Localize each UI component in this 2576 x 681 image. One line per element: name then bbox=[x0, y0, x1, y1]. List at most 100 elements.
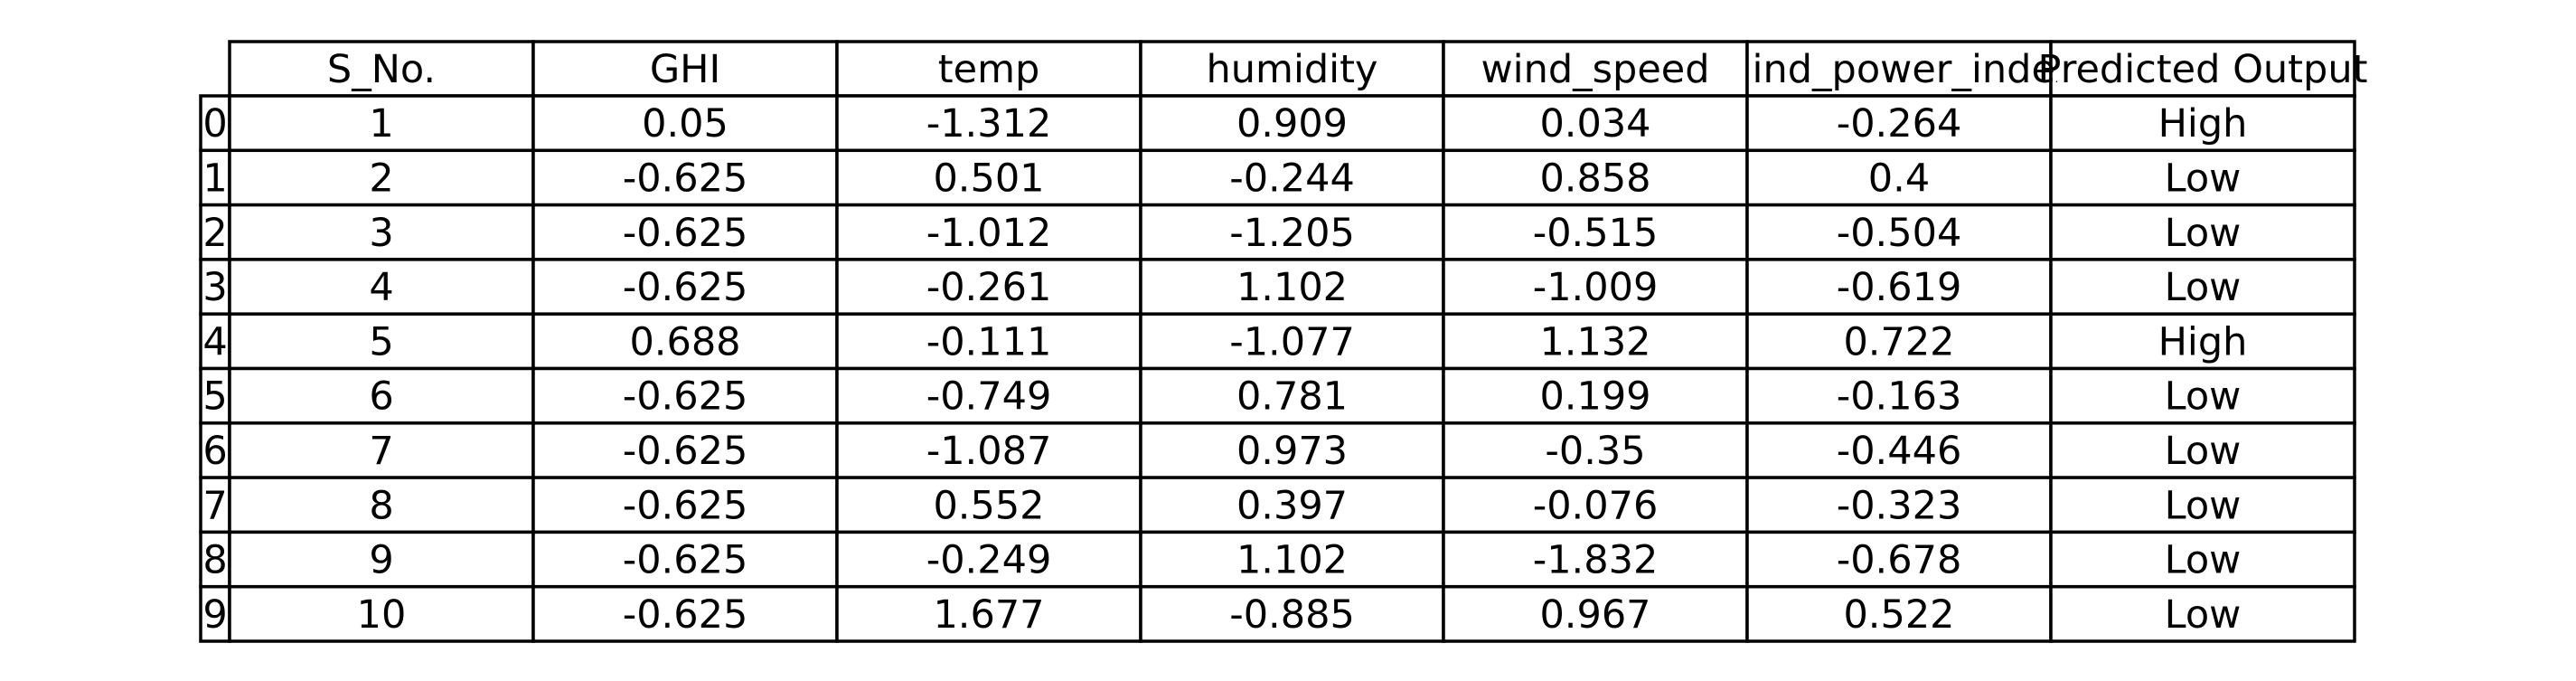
row-index-label: 7 bbox=[202, 483, 227, 528]
cell-value: 0.858 bbox=[1539, 156, 1650, 201]
table-cell bbox=[1745, 530, 2053, 589]
cell-value: Low bbox=[2165, 483, 2242, 528]
cell-value: -0.885 bbox=[1229, 592, 1355, 638]
table-cell bbox=[531, 366, 839, 425]
table-cell bbox=[2049, 203, 2356, 261]
cell-value: -0.515 bbox=[1533, 211, 1659, 256]
cell-value: -0.111 bbox=[926, 319, 1052, 364]
cell-value: 0.397 bbox=[1236, 483, 1348, 528]
table-cell bbox=[835, 421, 1142, 479]
cell-value: 0.688 bbox=[629, 319, 740, 364]
cell-value: -0.625 bbox=[623, 429, 748, 474]
table-cell bbox=[1442, 258, 1749, 316]
cell-value: -0.261 bbox=[926, 265, 1052, 310]
cell-value: -0.35 bbox=[1545, 429, 1645, 474]
cell-value: 0.4 bbox=[1868, 156, 1930, 201]
cell-value: -1.205 bbox=[1229, 211, 1355, 256]
cell-value: Low bbox=[2165, 374, 2242, 420]
row-index-cell bbox=[199, 366, 231, 425]
cell-value: 2 bbox=[369, 156, 393, 201]
row-index-label: 6 bbox=[202, 429, 227, 474]
cell-value: 4 bbox=[369, 265, 393, 310]
table-cell bbox=[1139, 476, 1445, 534]
table-cell bbox=[531, 312, 839, 371]
table-cell bbox=[1442, 148, 1749, 207]
table-cell bbox=[1745, 366, 2053, 425]
cell-value: -1.312 bbox=[926, 101, 1052, 147]
cell-value: -0.076 bbox=[1533, 483, 1659, 528]
table-cell bbox=[1442, 476, 1749, 534]
table-cell bbox=[835, 476, 1142, 534]
cell-value: 7 bbox=[369, 429, 393, 474]
cell-value: 8 bbox=[369, 483, 393, 528]
cell-value: -0.678 bbox=[1837, 538, 1962, 583]
cell-value: 5 bbox=[369, 319, 393, 364]
header-cell bbox=[1745, 40, 2053, 98]
cell-value: Low bbox=[2165, 211, 2242, 256]
cell-value: 1.102 bbox=[1236, 538, 1348, 583]
cell-value: Low bbox=[2165, 265, 2242, 310]
cell-value: -0.619 bbox=[1837, 265, 1962, 310]
table-cell bbox=[1442, 584, 1749, 643]
table-cell bbox=[1745, 94, 2053, 153]
row-index-label: 1 bbox=[202, 156, 227, 201]
table-cell bbox=[1139, 148, 1445, 207]
cell-value: -1.087 bbox=[926, 429, 1052, 474]
cell-value: -1.012 bbox=[926, 211, 1052, 256]
table-cell bbox=[531, 476, 839, 534]
table-cell bbox=[835, 148, 1142, 207]
cell-value: -0.446 bbox=[1837, 429, 1962, 474]
cell-value: -1.009 bbox=[1533, 265, 1659, 310]
table-cell bbox=[1745, 312, 2053, 371]
table-cell bbox=[228, 584, 535, 643]
cell-value: 0.522 bbox=[1843, 592, 1954, 638]
column-header: GHI bbox=[650, 47, 720, 92]
cell-value: 0.967 bbox=[1539, 592, 1650, 638]
cell-value: -0.163 bbox=[1837, 374, 1962, 420]
table-cell bbox=[1745, 148, 2053, 207]
cell-value: -0.625 bbox=[623, 156, 748, 201]
row-index-label: 8 bbox=[202, 538, 227, 583]
row-index-label: 0 bbox=[202, 101, 227, 147]
cell-value: -1.832 bbox=[1533, 538, 1659, 583]
cell-value: -0.249 bbox=[926, 538, 1052, 583]
table-cell bbox=[1442, 421, 1749, 479]
cell-value: -0.625 bbox=[623, 538, 748, 583]
row-index-label: 5 bbox=[202, 374, 227, 420]
cell-value: 6 bbox=[369, 374, 393, 420]
cell-value: 0.199 bbox=[1539, 374, 1650, 420]
table-cell bbox=[531, 94, 839, 153]
column-header: temp bbox=[938, 47, 1040, 92]
table-cell bbox=[1139, 258, 1445, 316]
cell-value: 1.677 bbox=[933, 592, 1044, 638]
header-cell bbox=[228, 40, 535, 98]
cell-value: Low bbox=[2165, 156, 2242, 201]
column-header: wind_power_index bbox=[1720, 47, 2077, 92]
table-cell bbox=[228, 148, 535, 207]
cell-value: 0.973 bbox=[1236, 429, 1348, 474]
cell-value: -0.323 bbox=[1837, 483, 1962, 528]
cell-value: -0.625 bbox=[623, 374, 748, 420]
row-index-cell bbox=[199, 530, 231, 589]
table-cell bbox=[1442, 312, 1749, 371]
cell-value: -0.749 bbox=[926, 374, 1052, 420]
column-header: S_No. bbox=[327, 47, 436, 92]
table-cell bbox=[2049, 584, 2356, 643]
cell-value: -0.625 bbox=[623, 211, 748, 256]
cell-value: High bbox=[2158, 101, 2248, 147]
table-cell bbox=[531, 584, 839, 643]
row-index-label: 3 bbox=[202, 265, 227, 310]
row-index-label: 2 bbox=[202, 211, 227, 256]
cell-value: High bbox=[2158, 319, 2248, 364]
row-index-label: 4 bbox=[202, 319, 227, 364]
table-cell bbox=[1442, 203, 1749, 261]
row-index-label: 9 bbox=[202, 592, 227, 638]
cell-value: Low bbox=[2165, 592, 2242, 638]
cell-value: -0.504 bbox=[1837, 211, 1962, 256]
row-index-cell bbox=[199, 94, 231, 153]
cell-value: -0.625 bbox=[623, 265, 748, 310]
cell-value: -0.625 bbox=[623, 483, 748, 528]
table-cell bbox=[1745, 584, 2053, 643]
table-cell bbox=[835, 366, 1142, 425]
